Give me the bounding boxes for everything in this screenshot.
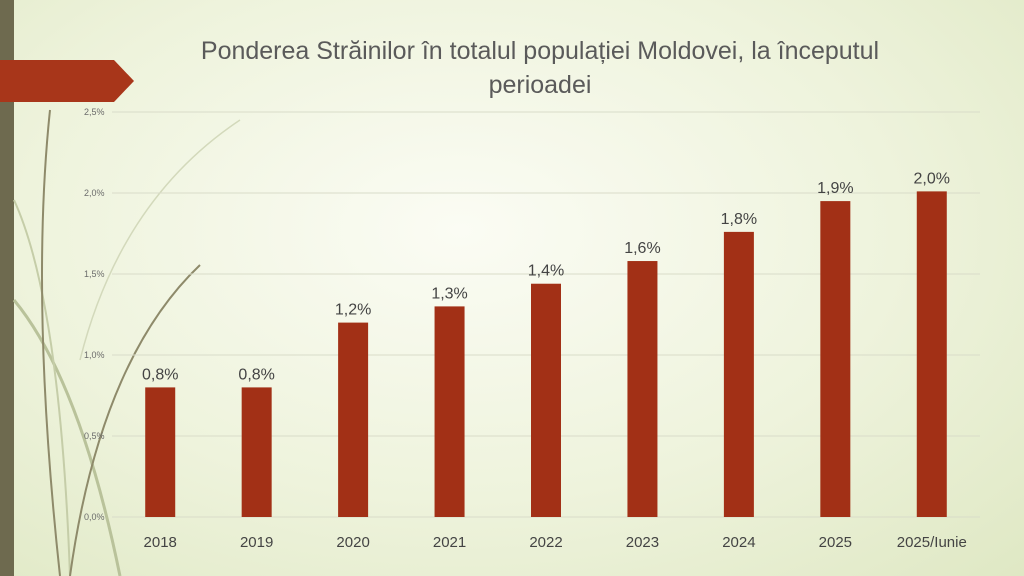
x-tick-label: 2020 <box>336 534 369 551</box>
bar <box>145 387 176 517</box>
x-tick-label: 2025 <box>819 534 852 551</box>
data-label: 0,8% <box>238 366 274 383</box>
y-tick-label: 1,0% <box>84 350 105 360</box>
data-label: 1,4% <box>528 263 564 280</box>
bar <box>338 322 369 517</box>
x-tick-label: 2018 <box>144 534 177 551</box>
x-tick-label: 2024 <box>722 534 755 551</box>
data-label: 1,6% <box>624 240 660 257</box>
bar <box>627 261 658 517</box>
x-tick-label: 2019 <box>240 534 273 551</box>
bar <box>723 231 754 517</box>
data-label: 1,3% <box>431 285 467 302</box>
title-arrow-flag <box>0 60 134 102</box>
bar <box>820 201 851 517</box>
decorative-curves <box>12 109 241 576</box>
chart-title: Ponderea Străinilor în totalul populație… <box>200 37 880 99</box>
bar <box>531 283 561 517</box>
bar <box>241 387 272 517</box>
y-tick-label: 2,5% <box>84 107 105 117</box>
y-tick-label: 0,5% <box>84 431 105 441</box>
y-tick-label: 2,0% <box>84 188 105 198</box>
bar <box>434 306 465 517</box>
x-tick-label: 2025/Iunie <box>897 534 967 551</box>
x-tick-label: 2023 <box>626 534 659 551</box>
bar <box>916 191 947 517</box>
data-label: 1,2% <box>335 302 371 319</box>
data-label: 0,8% <box>142 366 178 383</box>
data-label: 2,0% <box>914 170 950 187</box>
y-tick-label: 1,5% <box>84 269 105 279</box>
y-tick-label: 0,0% <box>84 512 105 522</box>
data-label: 1,8% <box>721 211 757 228</box>
left-accent-bar <box>0 0 14 576</box>
x-tick-label: 2022 <box>529 534 562 551</box>
data-label: 1,9% <box>817 180 853 197</box>
x-tick-label: 2021 <box>433 534 466 551</box>
